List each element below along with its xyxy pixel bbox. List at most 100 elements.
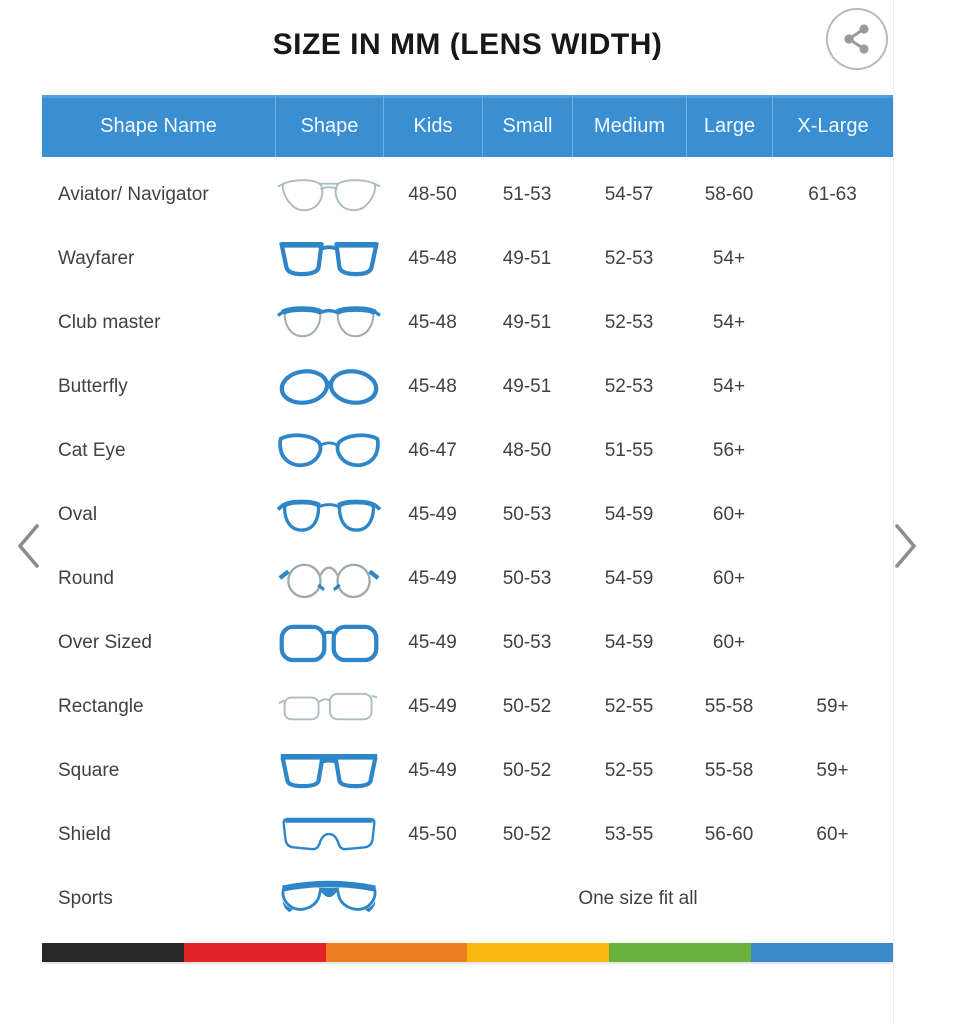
size-value: 50-52 (502, 824, 552, 845)
size-value: 45-49 (408, 504, 457, 525)
size-value: 50-53 (502, 568, 552, 589)
size-value: 56+ (712, 440, 746, 461)
shape-name-label: Wayfarer (58, 248, 135, 269)
shape-name-label: Over Sized (58, 632, 152, 653)
color-stripe (42, 943, 893, 962)
size-value (772, 419, 893, 483)
size-value: 52-55 (604, 760, 654, 781)
shape-name-label: Square (58, 760, 120, 781)
butterfly-glasses-icon (275, 355, 383, 419)
shape-name-label: Rectangle (58, 696, 144, 717)
size-value: 59+ (816, 760, 849, 781)
chevron-right-icon (895, 524, 916, 568)
column-header-shape: Shape (275, 95, 383, 157)
share-button[interactable] (826, 8, 888, 70)
stripe-segment (467, 943, 610, 962)
size-value: 48-50 (502, 440, 552, 461)
shape-name-label: Sports (58, 888, 113, 909)
table-row: Over Sized 45-49 50-53 54-59 60+ (42, 611, 893, 675)
shape-name-label: Aviator/ Navigator (58, 184, 209, 205)
size-value: 56-60 (704, 824, 754, 845)
size-value: 54+ (712, 376, 746, 397)
wayfarer-glasses-icon (275, 227, 383, 291)
rectangle-glasses-icon (275, 675, 383, 739)
size-value (772, 547, 893, 611)
size-value: 45-48 (408, 312, 457, 333)
size-value: 55-58 (704, 696, 754, 717)
table-row: Rectangle 45-49 50-52 52-55 55-58 59+ (42, 675, 893, 739)
size-value: 45-50 (408, 824, 457, 845)
size-value (772, 291, 893, 355)
shape-name-label: Oval (58, 504, 98, 525)
column-header-xlarge: X-Large (772, 95, 893, 157)
size-value: 49-51 (502, 248, 552, 269)
clubmaster-glasses-icon (275, 291, 383, 355)
size-value: 54-59 (604, 632, 654, 653)
size-value: 48-50 (408, 184, 457, 205)
stripe-segment (751, 943, 893, 962)
size-value: 61-63 (808, 184, 857, 205)
size-value: 50-53 (502, 504, 552, 525)
column-header-small: Small (482, 95, 572, 157)
size-value: 54+ (712, 312, 746, 333)
shape-name-label: Cat Eye (58, 440, 126, 461)
shield-glasses-icon (275, 803, 383, 867)
one-size-label: One size fit all (578, 888, 698, 909)
size-value: 60+ (816, 824, 849, 845)
chevron-left-icon (18, 524, 39, 568)
table-row: Cat Eye 46-47 48-50 51-55 56+ (42, 419, 893, 483)
size-value: 50-52 (502, 760, 552, 781)
oval-glasses-icon (275, 483, 383, 547)
table-body: Aviator/ Navigator 48-50 51-53 54-57 58-60 6… (42, 157, 893, 931)
table-row: Square 45-49 50-52 52-55 55-58 59+ (42, 739, 893, 803)
column-header-medium: Medium (572, 95, 686, 157)
size-value (772, 355, 893, 419)
round-glasses-icon (275, 547, 383, 611)
column-header-kids: Kids (383, 95, 482, 157)
size-value: 54-59 (604, 568, 654, 589)
size-value (772, 227, 893, 291)
size-value: 45-49 (408, 632, 457, 653)
size-table: Shape Name Shape Kids Small Medium Large… (42, 95, 893, 931)
size-value: 45-49 (408, 696, 457, 717)
table-row: Aviator/ Navigator 48-50 51-53 54-57 58-60 6… (42, 163, 893, 227)
size-value: 45-48 (408, 248, 457, 269)
size-value: 52-55 (604, 696, 654, 717)
column-header-large: Large (686, 95, 772, 157)
size-value: 52-53 (604, 248, 654, 269)
table-row: Round 45-49 50-53 54-59 60+ (42, 547, 893, 611)
size-value: 45-49 (408, 568, 457, 589)
square-glasses-icon (275, 739, 383, 803)
size-value: 50-53 (502, 632, 552, 653)
carousel-prev-button[interactable] (10, 518, 46, 574)
size-value: 53-55 (604, 824, 654, 845)
size-value: 45-48 (408, 376, 457, 397)
size-value: 50-52 (502, 696, 552, 717)
table-header: Shape Name Shape Kids Small Medium Large… (42, 95, 893, 157)
stripe-segment (42, 943, 184, 962)
size-value: 49-51 (502, 312, 552, 333)
size-value (772, 611, 893, 675)
size-value: 45-49 (408, 760, 457, 781)
table-row: Butterfly 45-48 49-51 52-53 54+ (42, 355, 893, 419)
carousel-next-button[interactable] (888, 518, 924, 574)
size-value: 51-53 (502, 184, 552, 205)
slide-edge-divider (893, 0, 894, 1024)
size-value: 49-51 (502, 376, 552, 397)
table-row: Shield 45-50 50-52 53-55 56-60 60+ (42, 803, 893, 867)
shape-name-label: Club master (58, 312, 161, 333)
size-value: 46-47 (408, 440, 457, 461)
size-value: 54-57 (604, 184, 654, 205)
shape-name-label: Round (58, 568, 114, 589)
shape-name-label: Shield (58, 824, 111, 845)
size-value: 60+ (712, 504, 746, 525)
size-value: 58-60 (704, 184, 754, 205)
size-value: 52-53 (604, 312, 654, 333)
size-value: 51-55 (604, 440, 654, 461)
aviator-glasses-icon (275, 163, 383, 227)
stripe-segment (183, 943, 326, 962)
size-value: 54-59 (604, 504, 654, 525)
cateye-glasses-icon (275, 419, 383, 483)
table-row: Sports One size fit all (42, 867, 893, 931)
